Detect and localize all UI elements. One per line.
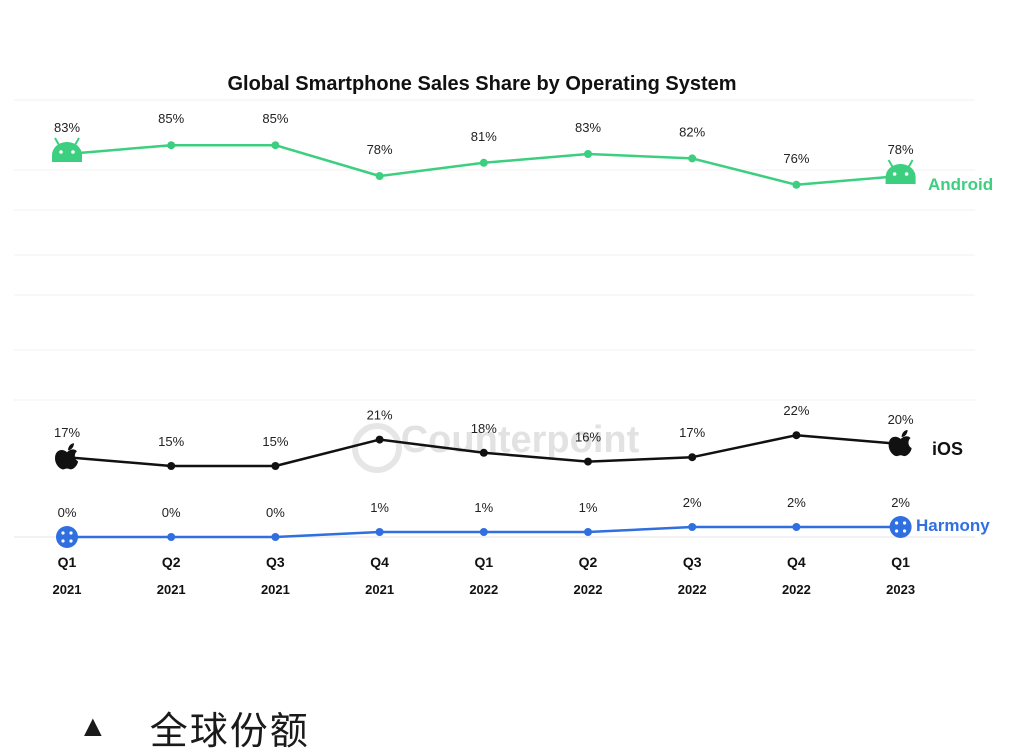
data-label: 2% [891, 495, 910, 510]
data-label: 83% [54, 120, 80, 135]
data-label: 1% [370, 500, 389, 515]
data-label: 1% [579, 500, 598, 515]
x-tick-quarter: Q4 [787, 554, 806, 570]
data-point [688, 453, 697, 462]
data-label: 22% [783, 403, 809, 418]
x-tick-year: 2023 [886, 582, 915, 597]
x-tick-quarter: Q3 [683, 554, 702, 570]
android-icon [885, 159, 916, 184]
harmony-icon [56, 526, 78, 548]
legend-ios: iOS [932, 439, 963, 459]
data-label: 76% [783, 151, 809, 166]
data-point [479, 158, 488, 167]
x-axis: Q1 2021 Q2 2021 Q3 2021 Q4 2021 Q1 2022 Q2 2022 Q3 20… [53, 554, 916, 597]
data-label: 17% [679, 425, 705, 440]
x-tick-year: 2021 [365, 582, 394, 597]
data-label: 81% [471, 129, 497, 144]
data-label: 15% [158, 434, 184, 449]
data-point [688, 154, 697, 163]
watermark-text: Counterpoint [401, 419, 640, 461]
x-tick-year: 2022 [678, 582, 707, 597]
x-tick-quarter: Q2 [579, 554, 598, 570]
android-icon [52, 137, 82, 162]
x-tick-year: 2021 [53, 582, 82, 597]
data-point [688, 523, 697, 531]
series-android: 83% 85% 85% 78% 81% 83% 82% 76% 78% Android [52, 111, 993, 194]
x-tick-quarter: Q2 [162, 554, 181, 570]
data-label: 16% [575, 430, 601, 445]
data-point [479, 528, 488, 536]
data-point [167, 462, 176, 470]
x-tick-quarter: Q1 [891, 554, 910, 570]
x-tick-quarter: Q1 [474, 554, 493, 570]
data-label: 78% [367, 142, 393, 157]
chart-title: Global Smartphone Sales Share by Operati… [227, 73, 736, 95]
x-tick-year: 2021 [261, 582, 290, 597]
x-tick-quarter: Q4 [370, 554, 389, 570]
caption: ▲ 全球份额 [78, 702, 310, 753]
data-point [375, 528, 384, 536]
series-layer: 83% 85% 85% 78% 81% 83% 82% 76% 78% Android 17% 15%… [52, 111, 993, 548]
apple-icon [55, 443, 78, 470]
data-label: 2% [683, 495, 702, 510]
data-label: 85% [262, 111, 288, 126]
x-tick-quarter: Q1 [58, 554, 77, 570]
apple-icon [888, 430, 912, 457]
data-point [792, 431, 801, 440]
harmony-icon [889, 516, 912, 538]
data-label: 2% [787, 495, 806, 510]
data-point [271, 141, 280, 150]
line-chart: Counterpoint Global Smartphone Sales Sha… [14, 73, 993, 597]
data-point [375, 435, 384, 444]
x-tick-quarter: Q3 [266, 554, 285, 570]
series-ios: 17% 15% 15% 21% 18% 16% 17% 22% 20% iOS [54, 403, 963, 470]
data-label: 1% [474, 500, 493, 515]
chart-grid [14, 99, 975, 538]
data-point [479, 448, 488, 457]
data-point [584, 528, 592, 536]
legend-harmony: Harmony [916, 516, 990, 535]
data-label: 21% [367, 408, 393, 423]
data-label: 85% [158, 111, 184, 126]
data-point [792, 523, 801, 531]
data-point [584, 457, 592, 466]
x-tick-year: 2022 [782, 582, 811, 597]
data-label: 78% [888, 142, 914, 157]
data-point [271, 533, 280, 541]
data-label: 0% [58, 505, 77, 520]
data-label: 18% [471, 421, 497, 436]
caption-text: 全球份额 [149, 708, 310, 753]
data-point [271, 462, 280, 470]
x-tick-year: 2021 [157, 582, 186, 597]
triangle-icon: ▲ [78, 710, 108, 743]
data-label: 0% [162, 505, 181, 520]
data-point [167, 141, 176, 150]
x-tick-year: 2022 [574, 582, 603, 597]
data-point [375, 172, 384, 180]
data-point [584, 150, 592, 158]
data-point [167, 533, 176, 541]
series-harmony: 0% 0% 0% 1% 1% 1% 2% 2% 2% Harmony [56, 495, 990, 548]
data-point [792, 180, 801, 189]
data-label: 83% [575, 120, 601, 135]
data-label: 15% [262, 434, 288, 449]
x-tick-year: 2022 [469, 582, 498, 597]
data-label: 0% [266, 505, 285, 520]
legend-android: Android [928, 175, 993, 194]
watermark-logo [352, 423, 402, 473]
data-label: 82% [679, 124, 705, 139]
data-label: 17% [54, 425, 80, 440]
data-label: 20% [888, 412, 914, 427]
